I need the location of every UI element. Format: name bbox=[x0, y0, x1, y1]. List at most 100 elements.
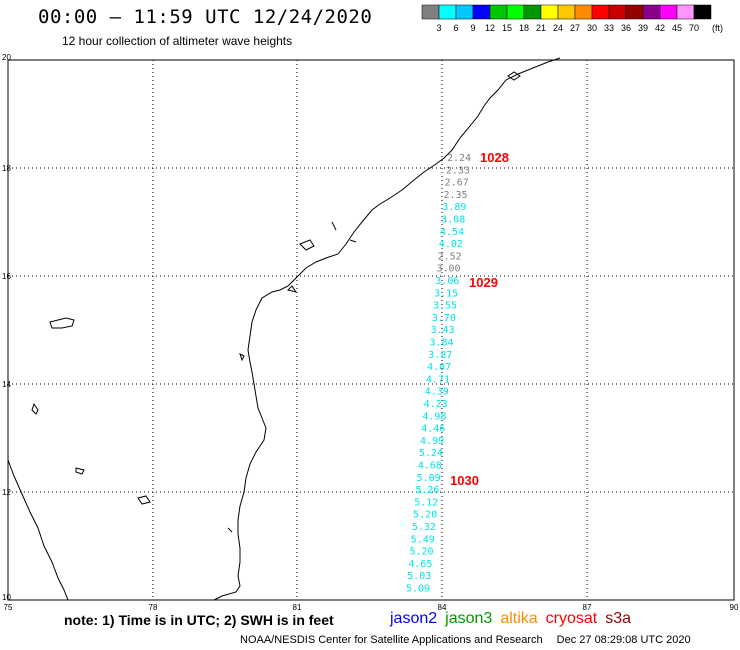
legend-label: 6 bbox=[453, 23, 458, 33]
footer-note: note: 1) Time is in UTC; 2) SWH is in fe… bbox=[64, 612, 334, 628]
legend-swatch bbox=[438, 4, 457, 20]
satellite-legend: jason2 jason3 altika cryosat s3a bbox=[390, 610, 639, 628]
wave-height-reading: 3.00 bbox=[436, 264, 460, 275]
y-tick-label: 10 bbox=[2, 593, 11, 602]
wave-height-reading: 5.32 bbox=[412, 522, 436, 533]
satellite-jason3: jason3 bbox=[445, 610, 493, 627]
legend-unit: (ft) bbox=[712, 23, 723, 33]
legend-label: 3 bbox=[436, 23, 441, 33]
wave-height-reading: 5.09 bbox=[417, 473, 441, 484]
x-tick-label: 90 bbox=[730, 603, 739, 612]
wave-height-reading: 4.07 bbox=[427, 362, 451, 373]
axis-tick-labels: 75 78 81 84 87 90 20 18 16 14 12 10 bbox=[2, 53, 739, 612]
wave-height-reading: 4.98 bbox=[422, 411, 446, 422]
map-frame bbox=[7, 59, 735, 601]
legend-label: 12 bbox=[485, 23, 495, 33]
wave-height-reading: 3.89 bbox=[442, 202, 466, 213]
island-7 bbox=[239, 353, 245, 362]
legend-label: 27 bbox=[570, 23, 580, 33]
wave-height-reading: 4.39 bbox=[425, 387, 449, 398]
x-tick-label: 75 bbox=[4, 603, 13, 612]
legend-swatch bbox=[540, 4, 559, 20]
y-tick-label: 20 bbox=[2, 53, 11, 62]
legend-label: 30 bbox=[587, 23, 597, 33]
x-tick-label: 84 bbox=[438, 603, 447, 612]
legend-swatch bbox=[676, 4, 695, 20]
legend-swatch bbox=[472, 4, 491, 20]
wave-height-reading: 4.46 bbox=[421, 424, 445, 435]
x-tick-label: 81 bbox=[293, 603, 302, 612]
legend-swatch bbox=[523, 4, 542, 20]
wave-height-reading: 4.54 bbox=[440, 227, 464, 238]
wave-height-reading: 3.87 bbox=[428, 350, 452, 361]
wave-height-reading: 5.20 bbox=[410, 547, 434, 558]
wave-height-reading: 5.12 bbox=[414, 497, 438, 508]
wave-height-reading: 4.99 bbox=[420, 436, 444, 447]
island-11 bbox=[287, 285, 298, 293]
generated-timestamp: Dec 27 08:29:08 UTC 2020 bbox=[556, 634, 691, 646]
y-tick-label: 16 bbox=[2, 272, 11, 281]
wave-height-reading: 4.23 bbox=[424, 399, 448, 410]
legend-label: 45 bbox=[672, 23, 682, 33]
coastline bbox=[7, 57, 561, 601]
legend-swatch bbox=[608, 4, 627, 20]
legend-swatch bbox=[642, 4, 661, 20]
legend-label: 42 bbox=[655, 23, 665, 33]
x-tick-label: 78 bbox=[149, 603, 158, 612]
pass-time-label: 1029 bbox=[469, 275, 498, 290]
wave-height-reading: 3.70 bbox=[432, 313, 456, 324]
wave-height-reading: 3.84 bbox=[429, 338, 453, 349]
legend-label: 24 bbox=[553, 23, 563, 33]
satellite-altika: altika bbox=[500, 610, 538, 627]
wave-height-reading: 5.09 bbox=[406, 584, 430, 595]
wave-height-reading: 3.08 bbox=[441, 215, 465, 226]
wave-height-reading: 3.15 bbox=[434, 288, 458, 299]
legend-label: 70 bbox=[689, 23, 699, 33]
satellite-jason2: jason2 bbox=[390, 610, 438, 627]
altimeter-track-readings: 2.242.33 2.672.353.89 3.084.544.022.52 3.00… bbox=[406, 153, 471, 595]
map-subtitle: 12 hour collection of altimeter wave hei… bbox=[62, 34, 293, 48]
island-5 bbox=[299, 239, 315, 251]
island-2 bbox=[31, 402, 39, 415]
island-10 bbox=[349, 239, 357, 243]
wave-height-reading: 2.67 bbox=[445, 178, 469, 189]
legend-swatch bbox=[574, 4, 593, 20]
pass-time-label: 1030 bbox=[450, 473, 479, 488]
legend-swatch bbox=[421, 4, 440, 20]
credit-line: NOAA/NESDIS Center for Satellite Applica… bbox=[240, 634, 691, 646]
legend-label: 9 bbox=[470, 23, 475, 33]
color-scale-legend: 3 6 9 12 15 18 21 24 27 30 33 36 39 42 45 70 (ft) bbox=[421, 4, 723, 33]
legend-swatch bbox=[591, 4, 610, 20]
island-4 bbox=[137, 495, 151, 505]
wave-height-reading: 5.03 bbox=[407, 571, 431, 582]
legend-label: 36 bbox=[621, 23, 631, 33]
legend-swatch bbox=[693, 4, 712, 20]
credit-text: NOAA/NESDIS Center for Satellite Applica… bbox=[240, 634, 543, 646]
wave-height-reading: 5.24 bbox=[419, 448, 443, 459]
wave-height-reading: 2.33 bbox=[446, 165, 470, 176]
legend-label: 33 bbox=[604, 23, 614, 33]
wave-height-reading: 2.24 bbox=[447, 153, 471, 164]
island-8 bbox=[227, 527, 233, 533]
wave-height-reading: 5.26 bbox=[415, 485, 439, 496]
pass-time-labels: 1028 1029 1030 bbox=[450, 150, 509, 488]
island-6 bbox=[331, 221, 337, 231]
island-3 bbox=[75, 467, 85, 475]
x-tick-label: 87 bbox=[583, 603, 592, 612]
legend-swatch bbox=[489, 4, 508, 20]
pass-time-label: 1028 bbox=[480, 150, 509, 165]
map-title: 00:00 – 11:59 UTC 12/24/2020 bbox=[38, 6, 373, 28]
map-grid bbox=[8, 60, 734, 600]
wave-height-reading: 3.43 bbox=[431, 325, 455, 336]
legend-label: 15 bbox=[502, 23, 512, 33]
legend-swatch bbox=[455, 4, 474, 20]
wave-height-reading: 2.35 bbox=[443, 190, 467, 201]
legend-swatch bbox=[659, 4, 678, 20]
island-9 bbox=[507, 71, 521, 81]
wave-height-reading: 5.49 bbox=[411, 534, 435, 545]
legend-swatch bbox=[557, 4, 576, 20]
y-tick-label: 14 bbox=[2, 380, 11, 389]
wave-height-reading: 3.06 bbox=[435, 276, 459, 287]
legend-swatch bbox=[506, 4, 525, 20]
